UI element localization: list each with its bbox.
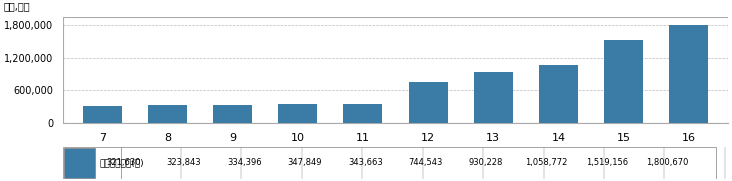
Bar xyxy=(539,65,578,123)
Bar xyxy=(148,105,187,123)
Bar xyxy=(278,104,317,123)
Text: 334,396: 334,396 xyxy=(227,158,262,167)
Text: 相談取扱件数(件): 相談取扱件数(件) xyxy=(100,158,144,167)
Text: 347,849: 347,849 xyxy=(288,158,322,167)
Bar xyxy=(604,40,643,123)
Bar xyxy=(83,106,122,123)
Bar xyxy=(213,105,252,123)
Bar xyxy=(343,104,382,123)
FancyBboxPatch shape xyxy=(64,148,94,178)
Bar xyxy=(408,82,448,123)
Text: 1,058,772: 1,058,772 xyxy=(526,158,568,167)
Bar xyxy=(63,17,728,123)
Bar xyxy=(669,25,709,123)
Text: 323,843: 323,843 xyxy=(167,158,201,167)
Text: 343,663: 343,663 xyxy=(348,158,383,167)
Text: 930,228: 930,228 xyxy=(469,158,504,167)
Text: 1,800,670: 1,800,670 xyxy=(646,158,689,167)
Bar xyxy=(474,72,513,123)
Text: 744,543: 744,543 xyxy=(408,158,443,167)
Text: 1,519,156: 1,519,156 xyxy=(586,158,628,167)
Y-axis label: （件,人）: （件,人） xyxy=(4,1,30,11)
Text: 321,630: 321,630 xyxy=(106,158,141,167)
